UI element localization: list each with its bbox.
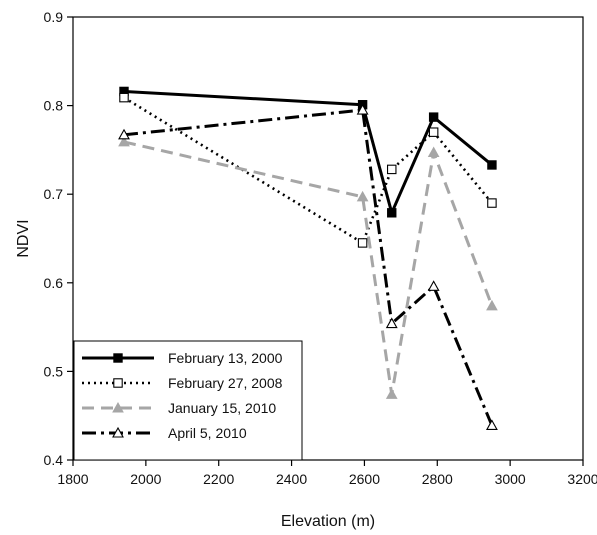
x-axis-title: Elevation (m) — [281, 513, 375, 530]
x-tick-label: 2800 — [422, 471, 453, 487]
legend-label-4: April 5, 2010 — [168, 425, 247, 441]
plot-border — [72, 16, 584, 461]
x-tick-label: 3000 — [495, 471, 526, 487]
data-point-series-3 — [486, 299, 498, 311]
legend-marker-1 — [113, 353, 123, 363]
data-point-series-4 — [385, 317, 398, 329]
x-tick-label: 1800 — [57, 471, 88, 487]
data-point-series-4 — [118, 128, 130, 140]
x-tick-label: 3200 — [567, 471, 597, 487]
data-point-series-1 — [428, 112, 439, 122]
legend-marker-2 — [113, 378, 123, 388]
y-tick-label: 0.8 — [44, 98, 64, 114]
legend-label-3: January 15, 2010 — [168, 400, 276, 416]
legend-label-2: February 27, 2008 — [168, 375, 283, 391]
y-tick-label: 0.7 — [44, 186, 64, 202]
x-tick-label: 2600 — [349, 471, 380, 487]
data-point-series-2 — [428, 127, 439, 137]
data-point-series-4 — [427, 280, 440, 291]
series-line-2 — [123, 96, 493, 245]
data-point-series-4 — [485, 419, 498, 430]
data-point-series-4 — [356, 103, 369, 115]
data-point-series-1 — [487, 160, 497, 170]
data-point-series-3 — [427, 146, 440, 158]
legend-label-1: February 13, 2000 — [168, 350, 283, 366]
y-tick-label: 0.9 — [44, 9, 64, 25]
y-tick-label: 0.5 — [44, 363, 64, 379]
data-point-series-1 — [387, 208, 397, 218]
x-tick-label: 2400 — [276, 471, 307, 487]
data-point-series-2 — [357, 238, 368, 248]
data-point-series-2 — [487, 198, 497, 208]
plot-frame — [72, 16, 584, 461]
series-markers — [118, 86, 498, 430]
y-tick-label: 0.4 — [44, 452, 64, 468]
data-point-series-2 — [386, 164, 397, 175]
y-axis: 0.4 0.5 0.6 0.7 0.8 0.9 — [44, 9, 73, 468]
data-point-series-2 — [119, 92, 129, 103]
data-point-series-3 — [385, 388, 398, 399]
y-axis-title: NDVI — [15, 219, 32, 257]
y-tick-label: 0.6 — [44, 275, 64, 291]
x-tick-label: 2200 — [203, 471, 234, 487]
x-axis: 1800 2000 2200 2400 2600 2800 3000 3200 — [57, 460, 597, 487]
legend-marker-3 — [112, 401, 124, 413]
series-line-4 — [123, 108, 494, 427]
data-point-series-3 — [118, 135, 130, 147]
x-tick-label: 2000 — [130, 471, 161, 487]
legend: February 13, 2000 February 27, 2008 Januar… — [73, 340, 303, 461]
data-point-series-3 — [356, 190, 369, 202]
legend-box — [73, 340, 303, 461]
legend-marker-4 — [112, 426, 124, 438]
